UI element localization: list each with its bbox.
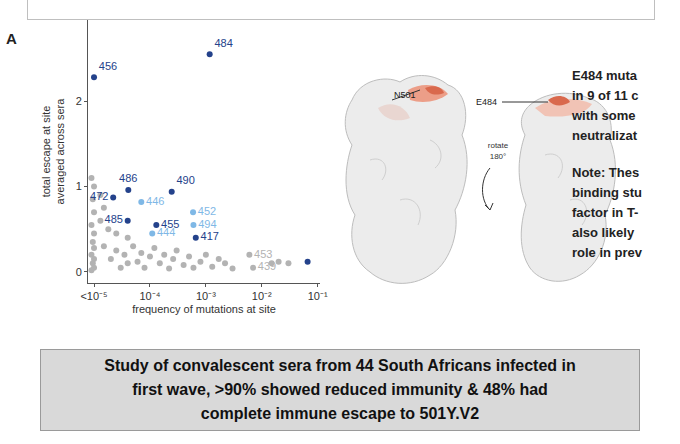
- html-text:with some: with some: [572, 108, 636, 123]
- svg-text:rotate: rotate: [488, 141, 509, 150]
- svg-text:180°: 180°: [490, 152, 507, 161]
- svg-text:453: 453: [254, 248, 272, 260]
- html-text:role in prev: role in prev: [572, 245, 643, 260]
- svg-text:2: 2: [76, 95, 82, 107]
- svg-text:10⁻²: 10⁻²: [252, 290, 272, 302]
- svg-text:456: 456: [99, 60, 117, 72]
- svg-text:472: 472: [90, 190, 108, 202]
- html-text:Note: Thes: Note: Thes: [572, 165, 640, 180]
- html-text:E484 muta: E484 muta: [572, 68, 637, 83]
- svg-text:10⁻³: 10⁻³: [196, 290, 216, 302]
- html-text:binding stu: binding stu: [572, 185, 642, 200]
- svg-text:455: 455: [161, 218, 179, 230]
- svg-text:485: 485: [105, 213, 123, 225]
- svg-text:10⁻¹: 10⁻¹: [308, 290, 328, 302]
- svg-text:E484: E484: [476, 97, 497, 107]
- svg-text:total escape at siteaveraged a: total escape at siteaveraged across sera: [40, 98, 66, 205]
- svg-text:417: 417: [201, 230, 219, 242]
- svg-text:N501: N501: [394, 90, 416, 100]
- svg-text:484: 484: [214, 37, 232, 49]
- html-text:in 9 of 11 c: in 9 of 11 c: [572, 88, 639, 103]
- svg-text:439: 439: [258, 260, 276, 272]
- html-text:complete immune escape to 501Y: complete immune escape to 501Y.V2: [200, 405, 480, 422]
- html-text:factor in T-: factor in T-: [572, 205, 639, 220]
- svg-text:0: 0: [76, 266, 82, 278]
- svg-text:<10⁻⁵: <10⁻⁵: [80, 290, 107, 302]
- svg-text:494: 494: [198, 218, 216, 230]
- svg-text:446: 446: [146, 195, 164, 207]
- html-text:A: A: [6, 30, 17, 47]
- svg-text:452: 452: [198, 205, 216, 217]
- svg-text:10⁻⁴: 10⁻⁴: [139, 290, 160, 302]
- html-text:neutralizat: neutralizat: [572, 128, 637, 143]
- svg-text:490: 490: [176, 174, 194, 186]
- html-text:first wave, >90% showed reduce: first wave, >90% showed reduced immunity…: [132, 381, 548, 398]
- html-text:also likely: also likely: [572, 225, 635, 240]
- svg-text:1: 1: [76, 180, 82, 192]
- svg-text:444: 444: [157, 226, 175, 238]
- html-text:Study of convalescent sera fro: Study of convalescent sera from 44 South…: [104, 357, 576, 374]
- svg-text:486: 486: [119, 172, 137, 184]
- svg-text:frequency of mutations at site: frequency of mutations at site: [132, 303, 276, 315]
